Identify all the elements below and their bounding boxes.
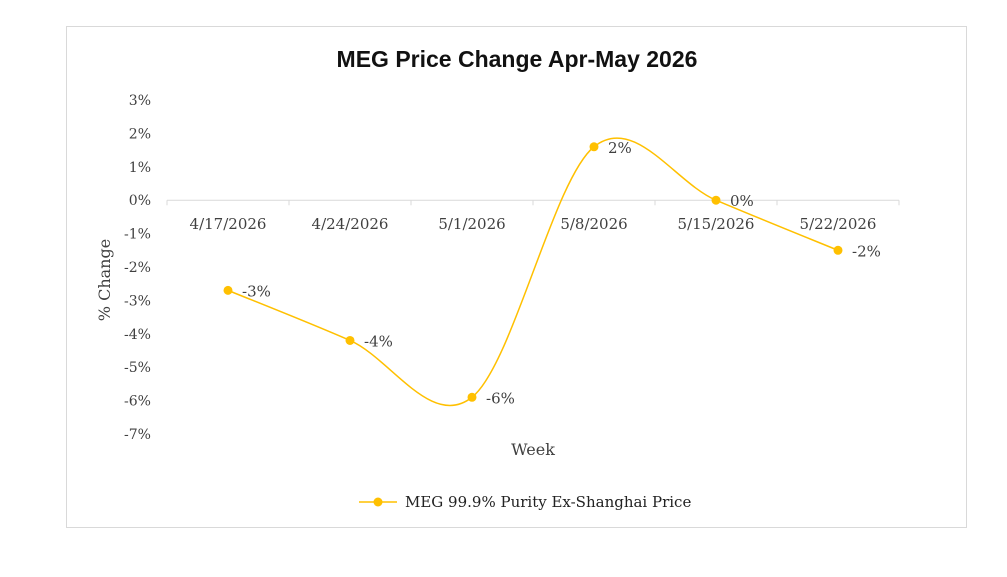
chart-frame: MEG Price Change Apr-May 2026 3% 2% 1% 0% -1… bbox=[66, 26, 967, 528]
x-category-label: 5/15/2026 bbox=[678, 215, 755, 233]
y-tick-label: -7% bbox=[124, 427, 151, 443]
x-axis-title: Week bbox=[511, 440, 555, 459]
y-axis-ticks: 3% 2% 1% 0% -1% -2% -3% -4% -5% -6% -7% bbox=[124, 93, 151, 443]
legend-entry-label: MEG 99.9% Purity Ex-Shanghai Price bbox=[405, 493, 691, 511]
line-chart: MEG Price Change Apr-May 2026 3% 2% 1% 0% -1… bbox=[95, 46, 900, 511]
data-label: -3% bbox=[242, 282, 271, 300]
series-line bbox=[227, 137, 839, 407]
chart-title: MEG Price Change Apr-May 2026 bbox=[337, 46, 698, 72]
legend-marker-swatch bbox=[373, 497, 383, 507]
x-category-label: 5/8/2026 bbox=[560, 215, 627, 233]
y-tick-label: 3% bbox=[129, 93, 151, 109]
y-tick-label: 1% bbox=[129, 160, 151, 176]
data-point[interactable] bbox=[345, 335, 355, 345]
x-category-label: 4/24/2026 bbox=[312, 215, 389, 233]
data-point[interactable] bbox=[711, 195, 721, 205]
x-category-label: 5/1/2026 bbox=[438, 215, 505, 233]
y-tick-label: -1% bbox=[124, 227, 151, 243]
y-axis-title: % Change bbox=[95, 239, 114, 321]
data-label: -6% bbox=[486, 389, 515, 407]
y-tick-label: -6% bbox=[124, 394, 151, 410]
x-axis-categories: 4/17/2026 4/24/2026 5/1/2026 5/8/2026 5/15/2… bbox=[166, 200, 900, 233]
y-tick-label: -4% bbox=[124, 327, 151, 343]
y-tick-label: 2% bbox=[129, 126, 151, 142]
x-category-label: 5/22/2026 bbox=[800, 215, 877, 233]
data-point[interactable] bbox=[589, 142, 599, 152]
series-group: -3% -4% -6% 2% 0% -2% bbox=[223, 137, 881, 407]
data-point[interactable] bbox=[467, 392, 477, 402]
y-tick-label: -5% bbox=[124, 360, 151, 376]
y-tick-label: -3% bbox=[124, 293, 151, 309]
data-label: -4% bbox=[364, 332, 393, 350]
data-label: 0% bbox=[730, 192, 754, 210]
y-tick-label: -2% bbox=[124, 260, 151, 276]
data-label: 2% bbox=[608, 139, 632, 157]
data-point[interactable] bbox=[223, 285, 233, 295]
data-point[interactable] bbox=[833, 245, 843, 255]
data-label: -2% bbox=[852, 242, 881, 260]
legend[interactable]: MEG 99.9% Purity Ex-Shanghai Price bbox=[359, 493, 691, 511]
x-category-label: 4/17/2026 bbox=[190, 215, 267, 233]
y-tick-label: 0% bbox=[129, 193, 151, 209]
